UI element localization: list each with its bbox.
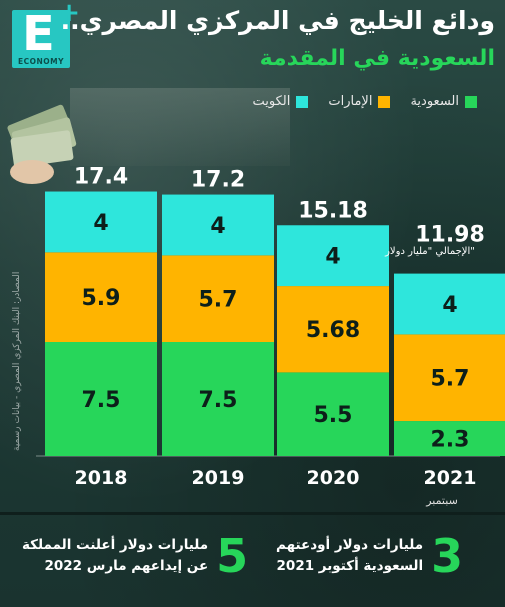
money-hand-image <box>7 104 77 184</box>
bar-segment <box>394 334 505 422</box>
bar-segment <box>277 286 389 373</box>
logo-plus: + <box>58 0 80 28</box>
x-tick-label: 2018 <box>75 467 128 489</box>
x-tick-label: 2020 <box>307 467 360 489</box>
fact-number: 3 <box>431 529 464 583</box>
bar-segment <box>162 255 274 342</box>
divider <box>0 512 505 515</box>
bar-segment <box>277 372 389 456</box>
bar-segment <box>277 225 389 287</box>
bar-segment <box>162 342 274 456</box>
data-label: 5.5 <box>314 403 353 428</box>
total-label: 17.4 <box>74 165 128 190</box>
fact-march-2022: 5 مليارات دولار أعلنت المملكة عن إيداعهم… <box>22 526 248 586</box>
fact-line: مليارات دولار أودعتهم <box>276 537 424 554</box>
economy-plus-logo: E + ECONOMY <box>12 0 80 68</box>
bar-segment <box>394 273 505 335</box>
header: E + ECONOMY ودائع الخليج في المركزي المص… <box>0 0 505 90</box>
total-label: 11.98 <box>415 223 485 248</box>
legend-label-kuwait: الكويت <box>252 94 291 109</box>
bar-segment <box>45 252 157 342</box>
subtitle: السعودية في المقدمة <box>259 46 495 71</box>
data-label: 4 <box>210 214 225 239</box>
x-tick-label: 2021 <box>424 467 477 489</box>
fact-line: عن إيداعهم مارس 2022 <box>44 558 209 574</box>
data-label: 7.5 <box>199 388 238 413</box>
data-label: 7.5 <box>82 388 121 413</box>
logo-letter: E <box>22 6 55 62</box>
data-label: 5.7 <box>431 367 470 392</box>
legend-swatch-saudi <box>465 95 477 108</box>
data-label: 4 <box>325 245 340 270</box>
legend-swatch-kuwait <box>296 95 309 108</box>
x-tick-label: 2019 <box>192 467 245 489</box>
legend: السعودية الإمارات الكويت <box>253 94 477 109</box>
data-label: 4 <box>442 293 457 318</box>
logo-brand-name: ECONOMY <box>17 57 65 66</box>
legend-item-saudi: السعودية <box>410 94 477 109</box>
bar-segment <box>394 421 505 456</box>
fact-text: مليارات دولار أودعتهم السعودية أكتوبر 20… <box>276 535 423 577</box>
total-label: 17.2 <box>191 168 245 193</box>
month-label: سبتمبر <box>426 494 458 507</box>
total-unit-label: الإجمالي "مليار دولار" <box>385 246 475 257</box>
fact-line: مليارات دولار أعلنت المملكة <box>22 537 209 554</box>
title: ودائع الخليج في المركزي المصري.. <box>60 6 495 35</box>
total-label: 15.18 <box>298 198 368 223</box>
fact-line: السعودية أكتوبر 2021 <box>276 558 424 574</box>
data-label: 5.9 <box>82 286 121 311</box>
data-label: 5.68 <box>306 318 360 343</box>
bar-segment <box>162 194 274 256</box>
bar-segment <box>45 191 157 253</box>
fact-number: 5 <box>216 529 249 583</box>
central-bank-building-image <box>70 88 290 166</box>
fact-october-2021: 3 مليارات دولار أودعتهم السعودية أكتوبر … <box>276 526 463 586</box>
fact-text: مليارات دولار أعلنت المملكة عن إيداعهم م… <box>22 535 208 577</box>
legend-swatch-uae <box>378 95 391 108</box>
legend-label-uae: الإمارات <box>328 94 373 109</box>
data-label: 2.3 <box>431 428 470 453</box>
data-label: 4 <box>93 211 108 236</box>
data-label: 5.7 <box>199 288 238 313</box>
legend-label-saudi: السعودية <box>410 94 459 109</box>
bar-segment <box>45 342 157 456</box>
legend-item-uae: الإمارات <box>328 94 391 109</box>
legend-item-kuwait: الكويت <box>253 94 309 109</box>
